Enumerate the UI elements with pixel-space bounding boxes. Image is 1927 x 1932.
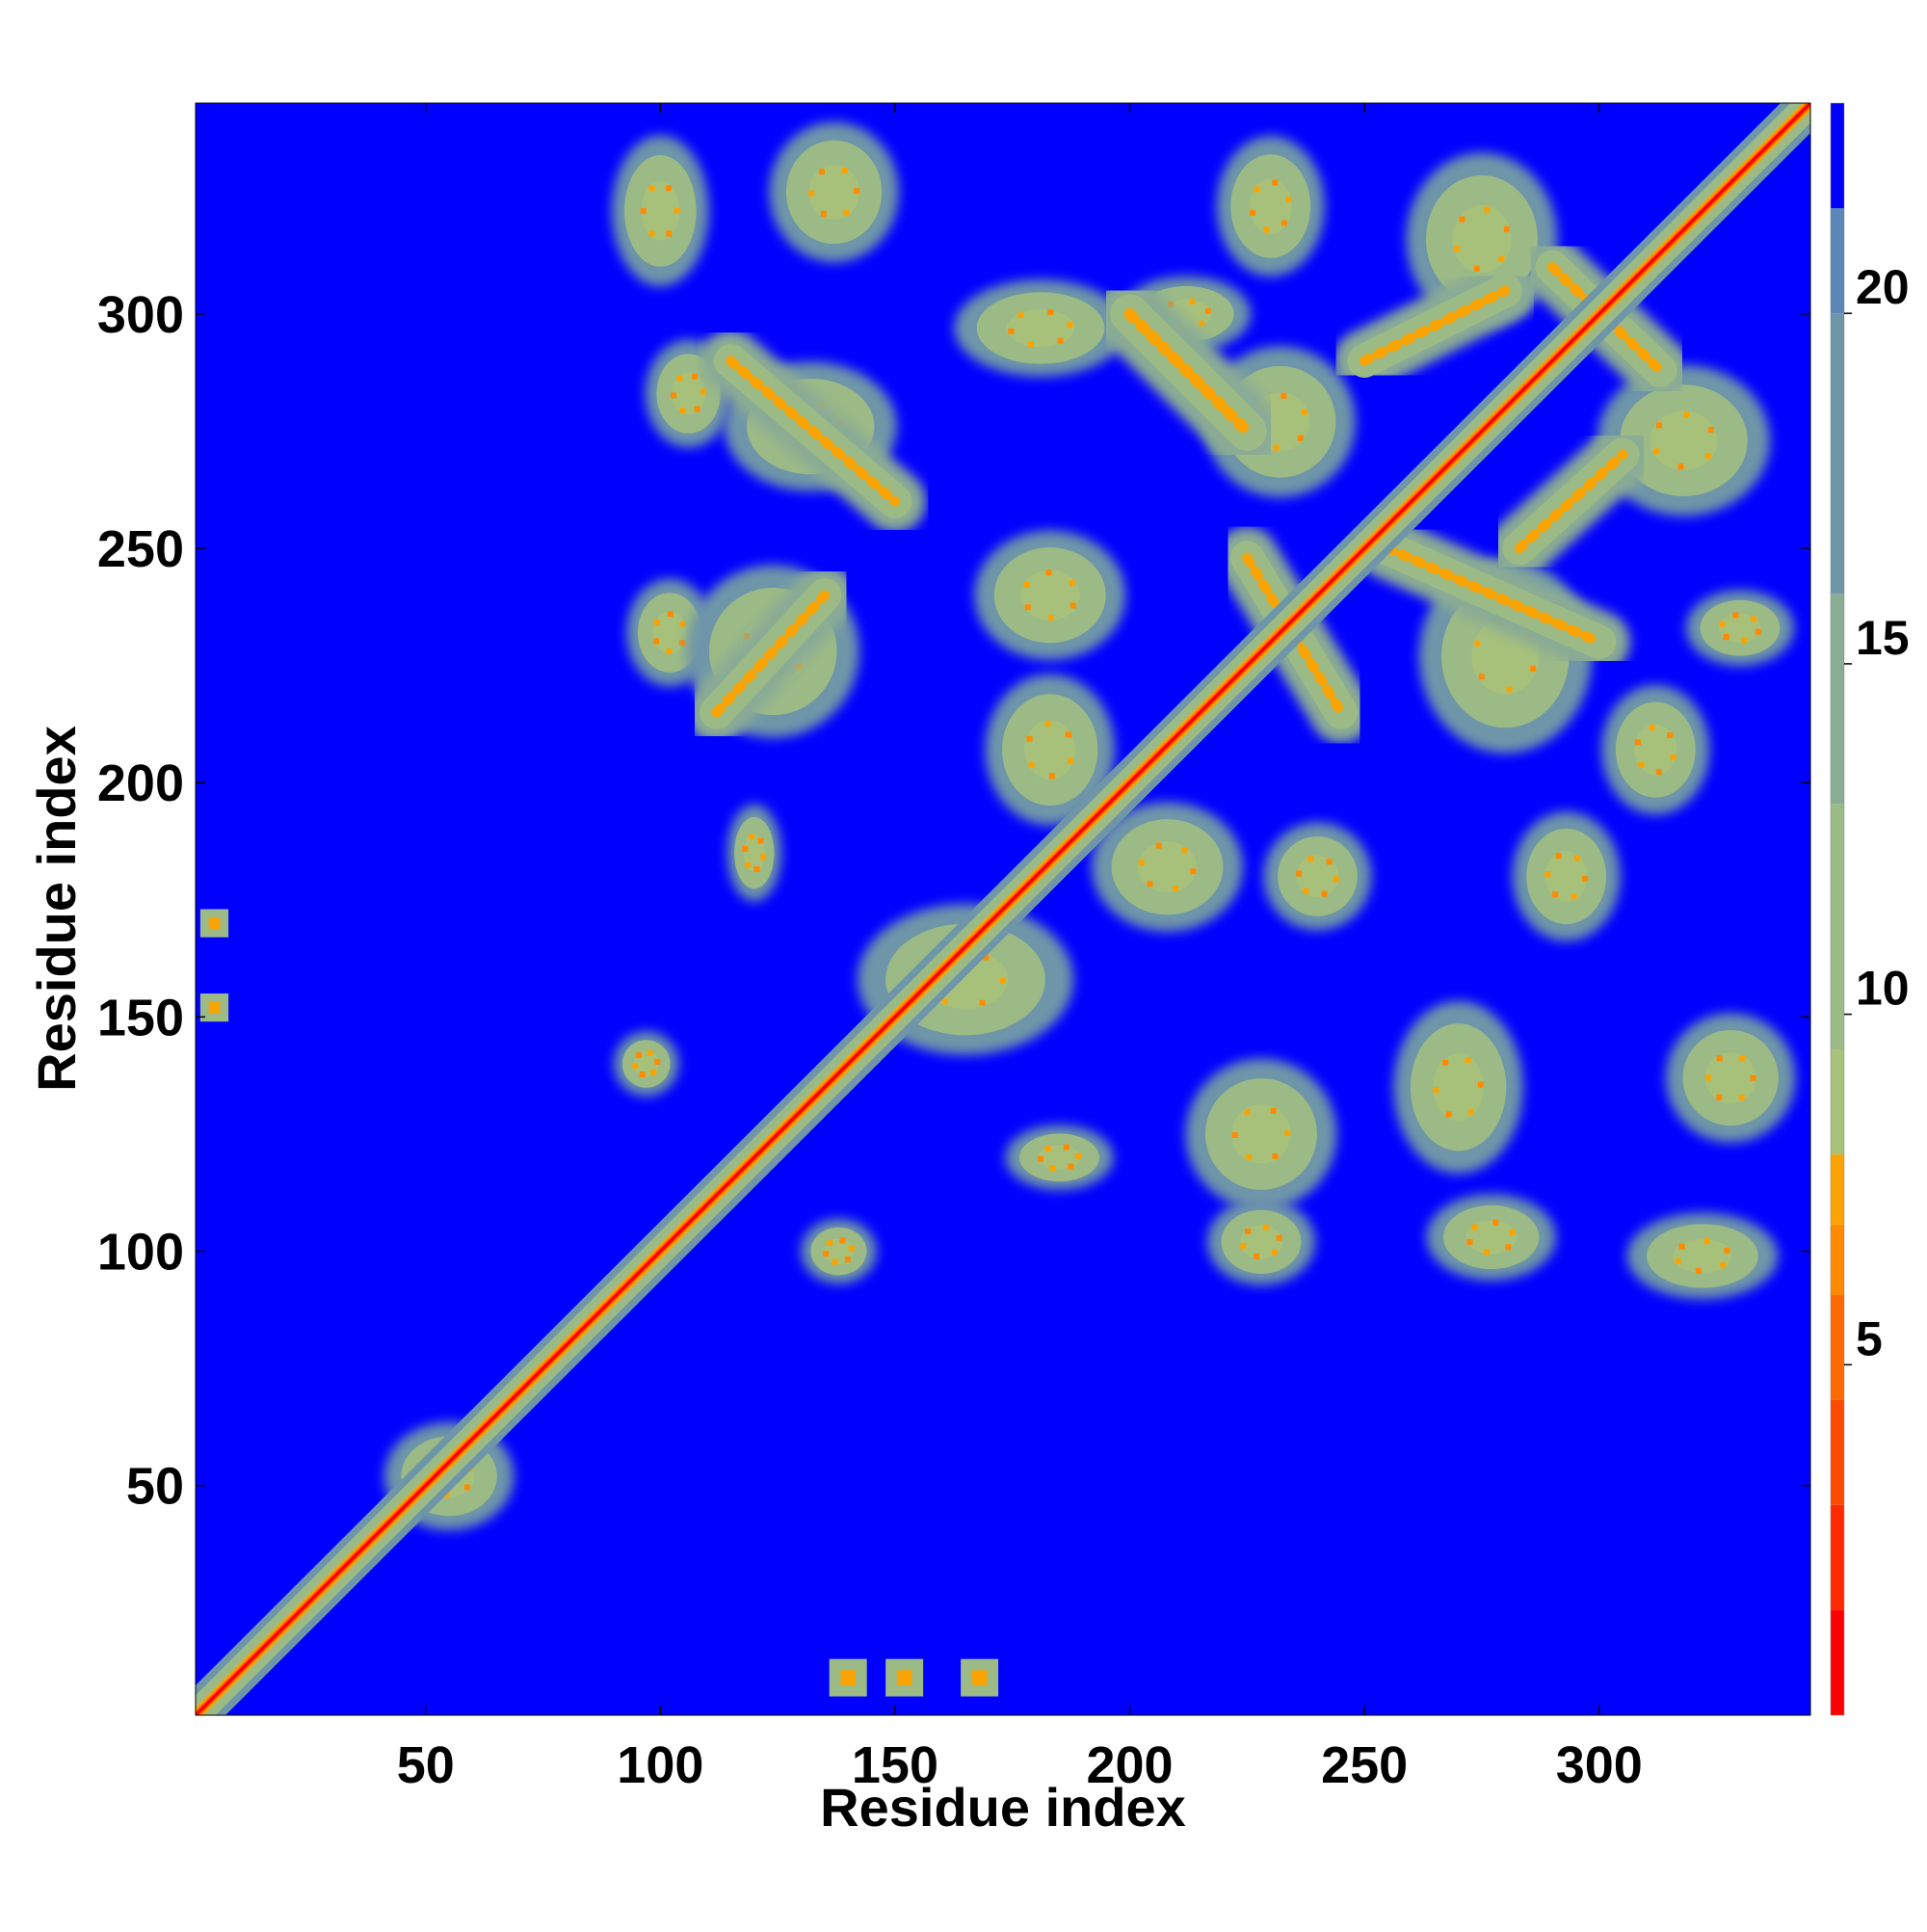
colorbar-tick-label-10: 10	[1856, 962, 1910, 1016]
contact-region-12	[974, 530, 1126, 660]
contact-region-19	[1263, 822, 1372, 931]
contact-region-26	[614, 1031, 679, 1097]
contact-region-20	[1512, 811, 1621, 941]
contact-region-39	[700, 330, 927, 533]
colorbar-band-8	[1831, 594, 1844, 805]
y-tick-label-50: 50	[126, 1458, 184, 1516]
y-tick-label-100: 100	[97, 1224, 184, 1282]
colorbar-band-3	[1831, 1294, 1844, 1400]
diagonal-band-5	[196, 103, 1810, 1715]
contact-region-43	[885, 1658, 924, 1697]
colorbar-band-6	[1831, 1048, 1844, 1155]
colorbar-tick-label-20: 20	[1856, 260, 1910, 314]
contact-region-0	[611, 135, 709, 287]
y-tick-label-300: 300	[97, 286, 184, 344]
contact-region-35	[1333, 259, 1537, 392]
contact-region-27	[801, 1218, 877, 1284]
heatmap-diagonal	[196, 103, 1810, 1715]
colorbar-tick-label-5: 5	[1856, 1311, 1883, 1365]
plot-frame	[195, 102, 1811, 1716]
x-tick-label-150: 150	[852, 1736, 938, 1794]
heatmap-cells	[196, 103, 1810, 1715]
contact-region-29	[1426, 1194, 1556, 1281]
contact-region-33	[1488, 423, 1654, 580]
contact-region-15	[1601, 685, 1710, 815]
contact-region-37	[1094, 278, 1283, 467]
y-tick-label-150: 150	[97, 989, 184, 1046]
contact-region-16	[1685, 590, 1794, 666]
colorbar-band-0	[1831, 1609, 1844, 1715]
x-tick-label-200: 200	[1086, 1736, 1173, 1794]
y-tick-label-250: 250	[97, 520, 184, 578]
contact-region-4	[954, 279, 1127, 377]
contact-region-17	[726, 804, 781, 902]
x-tick-label-50: 50	[397, 1736, 455, 1794]
contact-region-36	[1357, 516, 1630, 674]
colorbar-tick-label-15: 15	[1856, 611, 1910, 665]
contact-region-6	[1216, 136, 1325, 277]
y-tick-label-200: 200	[97, 754, 184, 812]
y-axis-label: Residue index	[26, 726, 87, 1092]
colorbar-band-2	[1831, 1399, 1844, 1505]
contact-region-18	[1092, 802, 1243, 932]
contact-region-40	[199, 909, 229, 938]
colorbar-band-4	[1831, 1224, 1844, 1295]
colorbar-band-9	[1831, 313, 1844, 595]
contact-region-42	[829, 1658, 867, 1697]
contact-region-13	[985, 674, 1115, 826]
contact-region-23	[1185, 1058, 1337, 1210]
contact-region-1	[769, 121, 899, 263]
colorbar-band-7	[1831, 804, 1844, 1049]
contact-region-28	[1206, 1199, 1315, 1285]
colorbar-band-10	[1831, 208, 1844, 314]
contact-region-44	[961, 1658, 999, 1697]
contact-region-24	[1393, 1000, 1523, 1174]
x-tick-label-100: 100	[617, 1736, 703, 1794]
colorbar-band-5	[1831, 1154, 1844, 1225]
x-axis-label: Residue index	[820, 1777, 1186, 1838]
colorbar-frame	[1830, 102, 1845, 1716]
contact-region-38	[685, 564, 857, 744]
contact-region-30	[1626, 1212, 1779, 1300]
colorbar-band-1	[1831, 1504, 1844, 1610]
contact-region-25	[1005, 1125, 1114, 1190]
x-tick-label-250: 250	[1321, 1736, 1408, 1794]
contact-region-22	[1665, 1013, 1796, 1143]
x-tick-label-300: 300	[1556, 1736, 1643, 1794]
colorbar-band-11	[1831, 103, 1844, 209]
